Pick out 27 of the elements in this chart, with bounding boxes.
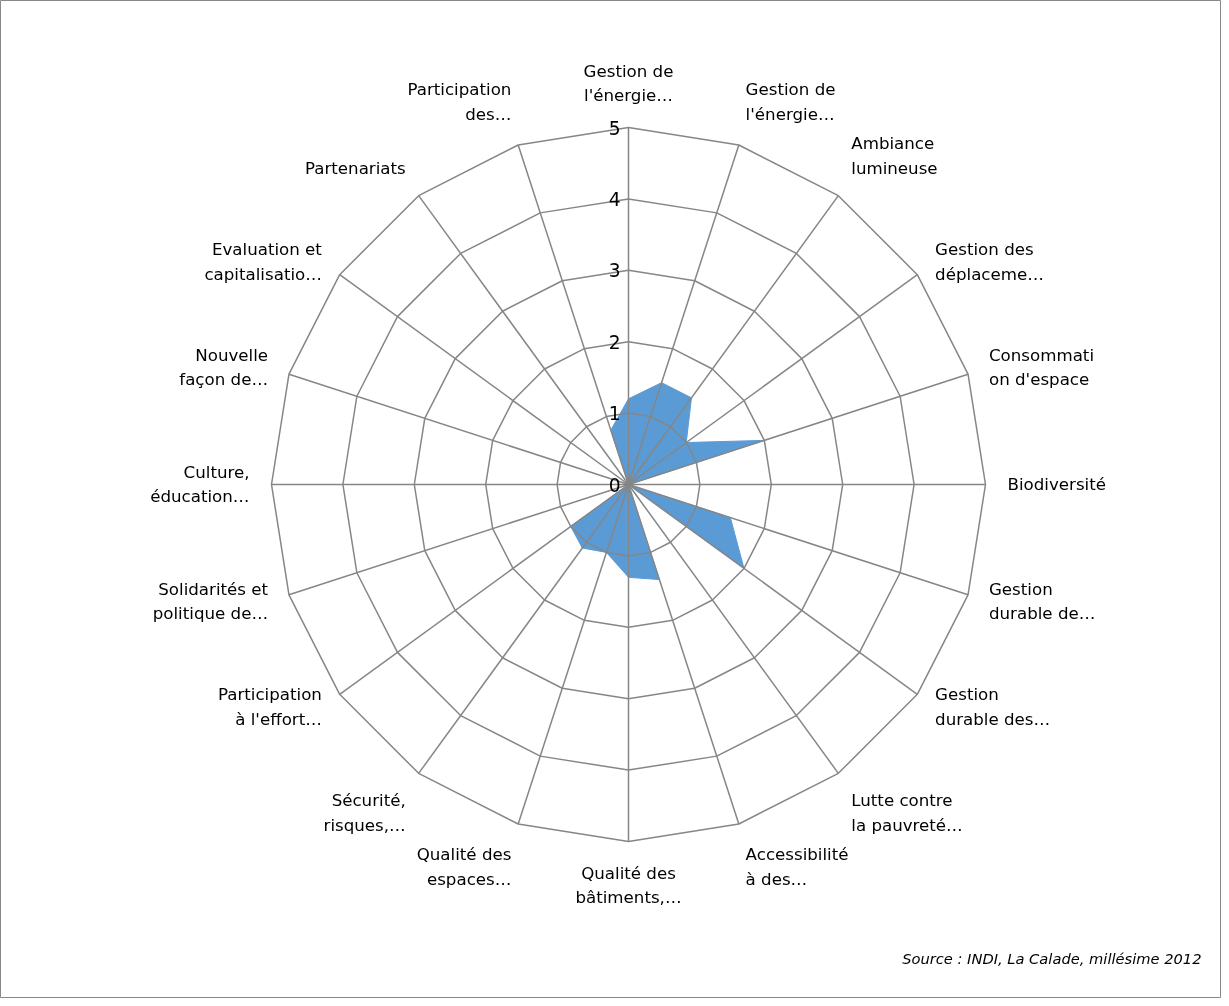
y-tick-label: 1 (608, 403, 621, 425)
spoke-label: Evaluation et capitalisatio… (204, 239, 323, 284)
spoke-label: Ambiance lumineuse (851, 134, 938, 178)
spoke-label: Gestion des déplaceme… (935, 239, 1044, 284)
spoke-label: Sécurité, risques,… (323, 791, 406, 835)
spoke-label: Accessibilité à des… (745, 844, 849, 889)
spoke-label: Qualité des espaces… (416, 844, 512, 889)
spoke-label: Solidarités et politique de… (152, 579, 269, 624)
y-tick-label: 5 (608, 117, 621, 139)
y-tick-label: 2 (608, 331, 621, 353)
spoke-label: Gestion de l'énergie… (745, 80, 836, 125)
spoke-label: Biodiversité (1007, 475, 1106, 494)
spoke-label: Gestion de l'énergie… (583, 61, 674, 106)
y-tick-label: 3 (608, 260, 621, 282)
spoke-label: Culture, éducation… (150, 462, 250, 507)
spoke-label: Gestion durable de… (988, 579, 1096, 624)
y-tick-label: 0 (608, 474, 621, 496)
spoke-label: Lutte contre la pauvreté… (851, 791, 963, 835)
source-note: Source : INDI, La Calade, millésime 2012 (902, 950, 1202, 967)
spoke-label: Consommati on d'espace (988, 345, 1095, 390)
spoke-label: Partenariats (304, 158, 406, 178)
spoke-label: Qualité des bâtiments,… (575, 863, 682, 908)
spoke-label: Nouvelle façon de… (179, 345, 269, 390)
spoke-label: Participation des… (407, 80, 512, 125)
spoke-label: Gestion durable des… (935, 685, 1051, 730)
y-tick-label: 4 (608, 188, 621, 210)
spoke-label: Participation à l'effort… (217, 685, 322, 730)
